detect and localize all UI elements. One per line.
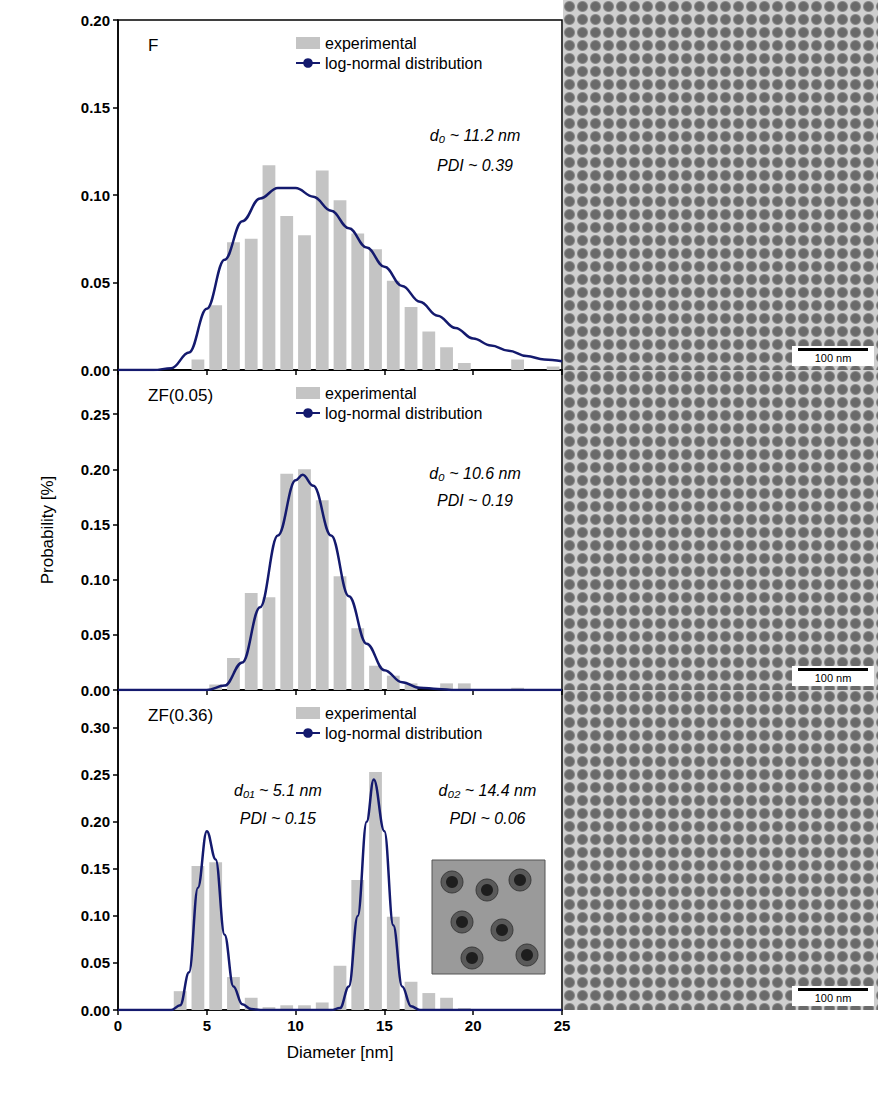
svg-text:0.20: 0.20 [81,461,110,478]
svg-text:experimental: experimental [325,35,417,52]
svg-text:15: 15 [376,1017,393,1034]
svg-text:log-normal distribution: log-normal distribution [325,725,482,742]
svg-text:0.00: 0.00 [81,362,110,379]
svg-text:0.05: 0.05 [81,274,110,291]
svg-text:0.10: 0.10 [81,187,110,204]
svg-text:Diameter [nm]: Diameter [nm] [287,1043,394,1062]
html-text:100 nm: 100 nm [814,672,852,684]
svg-text:PDI ~ 0.19: PDI ~ 0.19 [437,492,513,509]
svg-text:d₀₂ ~ 14.4 nm: d₀₂ ~ 14.4 nm [439,782,537,799]
svg-text:d₀₁ ~ 5.1 nm: d₀₁ ~ 5.1 nm [234,782,322,799]
svg-text:0.30: 0.30 [81,719,110,736]
html-text:100 nm: 100 nm [814,992,852,1004]
svg-text:0.00: 0.00 [81,682,110,699]
svg-text:experimental: experimental [325,385,417,402]
svg-text:5: 5 [203,1017,211,1034]
svg-text:25: 25 [554,1017,571,1034]
svg-text:20: 20 [465,1017,482,1034]
svg-text:F: F [148,36,158,55]
svg-text:PDI ~ 0.06: PDI ~ 0.06 [449,810,525,827]
svg-text:ZF(0.05): ZF(0.05) [148,386,213,405]
svg-text:PDI ~ 0.39: PDI ~ 0.39 [437,157,513,174]
svg-text:0.20: 0.20 [81,12,110,29]
svg-text:0.05: 0.05 [81,626,110,643]
svg-text:experimental: experimental [325,705,417,722]
svg-text:ZF(0.36): ZF(0.36) [148,706,213,725]
svg-text:0: 0 [114,1017,122,1034]
svg-text:Probability [%]: Probability [%] [38,476,57,585]
svg-text:0.25: 0.25 [81,406,110,423]
svg-text:0.10: 0.10 [81,571,110,588]
svg-text:d₀ ~ 10.6 nm: d₀ ~ 10.6 nm [429,465,521,482]
svg-text:0.00: 0.00 [81,1002,110,1019]
svg-text:0.05: 0.05 [81,954,110,971]
svg-text:0.10: 0.10 [81,907,110,924]
svg-text:0.15: 0.15 [81,860,110,877]
svg-text:0.15: 0.15 [81,516,110,533]
svg-text:0.20: 0.20 [81,813,110,830]
svg-text:d₀ ~ 11.2 nm: d₀ ~ 11.2 nm [430,127,521,144]
svg-text:10: 10 [287,1017,304,1034]
svg-text:log-normal distribution: log-normal distribution [325,405,482,422]
svg-text:0.25: 0.25 [81,766,110,783]
html-text:100 nm: 100 nm [814,352,852,364]
svg-text:0.15: 0.15 [81,99,110,116]
svg-text:log-normal distribution: log-normal distribution [325,55,482,72]
svg-text:PDI ~ 0.15: PDI ~ 0.15 [240,810,316,827]
